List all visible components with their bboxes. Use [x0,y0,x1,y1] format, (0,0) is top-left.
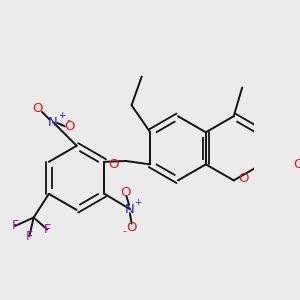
Text: N: N [125,202,135,216]
Text: O: O [33,102,43,115]
Text: F: F [26,230,33,243]
Text: O: O [238,172,249,185]
Text: O: O [109,158,119,171]
Text: F: F [11,220,19,232]
Text: -: - [123,226,127,236]
Text: O: O [65,120,75,133]
Text: -: - [66,115,70,124]
Text: F: F [44,223,51,236]
Text: O: O [120,186,131,199]
Text: O: O [293,158,300,171]
Text: N: N [48,116,58,129]
Text: O: O [126,221,137,234]
Text: +: + [58,111,65,120]
Text: +: + [135,198,142,207]
